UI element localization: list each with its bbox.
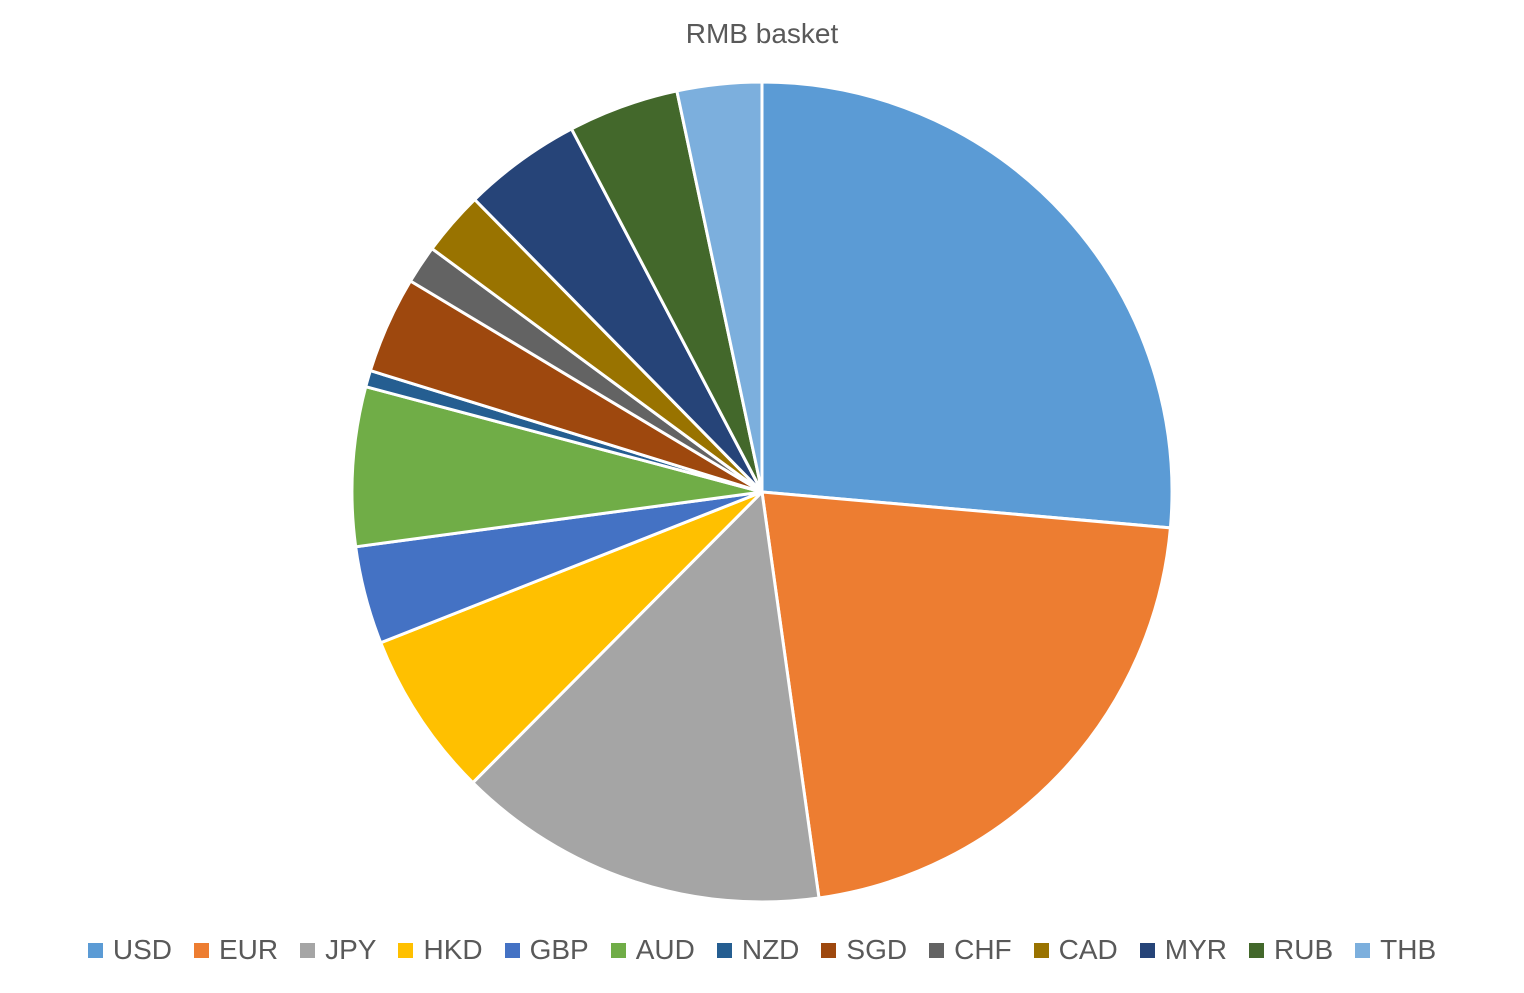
pie-slice-hkd (379, 490, 764, 785)
legend-item-aud: AUD (610, 934, 695, 966)
pie-slice-aud (350, 385, 764, 549)
chart-legend: USD EUR JPY HKD GBP AUD NZD SGD CHF CAD MYR RUB THB (0, 934, 1524, 966)
legend-item-cad: CAD (1033, 934, 1118, 966)
legend-label: GBP (529, 934, 589, 965)
legend-label: MYR (1164, 934, 1227, 965)
legend-item-chf: CHF (929, 934, 1012, 966)
pie-slice-eur (760, 490, 1172, 900)
legend-item-gbp: GBP (504, 934, 589, 966)
legend-label: EUR (218, 934, 279, 965)
legend-label: RUB (1274, 934, 1334, 965)
pie-slices (350, 80, 1174, 904)
chart-title: RMB basket (685, 18, 839, 49)
legend-swatch (821, 942, 837, 958)
legend-swatch (87, 942, 103, 958)
legend-item-hkd: HKD (398, 934, 483, 966)
legend-label: NZD (741, 934, 800, 965)
pie-slice-jpy (471, 490, 821, 904)
legend-swatch (398, 942, 414, 958)
legend-swatch (1139, 942, 1155, 958)
legend-swatch (929, 942, 945, 958)
pie-chart (350, 80, 1174, 904)
legend-item-jpy: JPY (300, 934, 376, 966)
legend-label: SGD (846, 934, 908, 965)
legend-swatch (610, 942, 626, 958)
legend-swatch (1033, 942, 1049, 958)
legend-swatch (1355, 942, 1371, 958)
pie-slice-usd (760, 80, 1174, 530)
legend-item-usd: USD (87, 934, 172, 966)
legend-swatch (716, 942, 732, 958)
legend-swatch (1249, 942, 1264, 958)
legend-label: THB (1380, 934, 1437, 965)
legend-swatch (300, 942, 316, 958)
legend-label: CHF (954, 934, 1012, 965)
pie-slice-thb (675, 80, 764, 494)
legend-item-rub: RUB (1249, 934, 1333, 966)
legend-item-eur: EUR (193, 934, 279, 966)
legend-item-sgd: SGD (821, 934, 907, 966)
legend-label: AUD (635, 934, 695, 965)
legend-label: USD (112, 934, 172, 965)
legend-item-thb: THB (1355, 934, 1436, 966)
legend-swatch (504, 942, 520, 958)
legend-item-nzd: NZD (716, 934, 800, 966)
legend-swatch (193, 942, 209, 958)
legend-item-myr: MYR (1139, 934, 1227, 966)
legend-label: CAD (1058, 934, 1118, 965)
legend-label: HKD (423, 934, 483, 965)
legend-label: JPY (325, 934, 377, 965)
